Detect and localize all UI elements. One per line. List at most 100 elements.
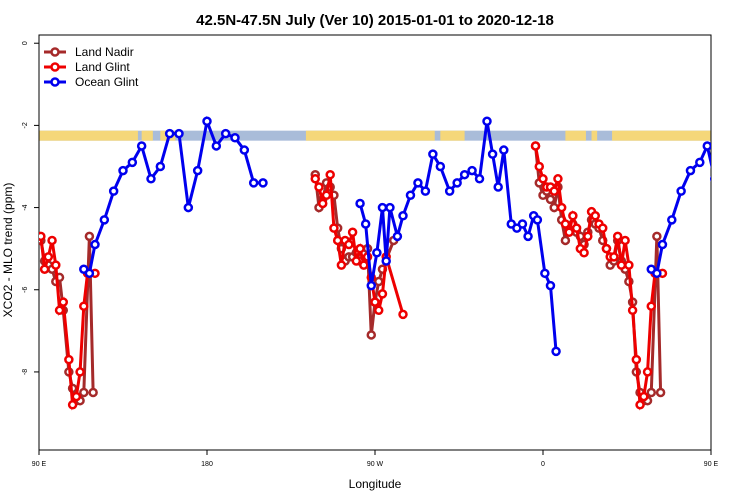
data-point	[601, 243, 612, 254]
data-point	[549, 202, 559, 213]
data-point	[551, 346, 561, 357]
legend-marker	[50, 77, 60, 87]
data-point	[590, 211, 601, 221]
x-axis-label: Longitude	[349, 477, 402, 491]
data-point	[420, 186, 431, 196]
data-point	[560, 219, 571, 229]
legend-marker	[50, 47, 60, 57]
data-point	[127, 157, 138, 168]
series-line	[82, 115, 263, 276]
data-point	[676, 186, 686, 196]
data-point	[620, 235, 630, 246]
data-point	[540, 268, 550, 279]
legend-label: Ocean Glint	[75, 75, 139, 89]
data-point	[84, 231, 95, 242]
y-axis-label: XCO2 - MLO trend (ppm)	[1, 183, 15, 318]
data-point	[655, 387, 666, 398]
data-point	[39, 264, 50, 274]
data-point	[709, 175, 711, 182]
data-point	[413, 178, 423, 188]
data-point	[174, 128, 184, 139]
data-point	[523, 231, 533, 242]
data-point	[351, 256, 362, 266]
data-point	[39, 231, 46, 242]
x-tick-label: 90 W	[367, 461, 384, 468]
data-point	[549, 186, 559, 196]
data-point	[702, 141, 711, 151]
data-point	[325, 169, 335, 180]
data-point	[164, 128, 175, 139]
data-point	[58, 297, 69, 307]
data-point	[332, 235, 343, 246]
data-point	[652, 268, 662, 279]
data-point	[51, 260, 61, 270]
y-tick-label: -6	[22, 287, 29, 293]
legend-marker	[50, 62, 60, 72]
data-point	[467, 165, 477, 176]
data-point	[310, 174, 321, 184]
data-point	[258, 178, 268, 188]
y-tick-label: -8	[22, 369, 29, 375]
data-point	[616, 260, 627, 270]
data-point	[146, 174, 156, 184]
data-point	[211, 141, 222, 151]
data-point	[631, 354, 642, 365]
series-layer	[39, 115, 711, 411]
data-point	[667, 215, 677, 225]
data-point	[428, 149, 438, 159]
data-point	[583, 231, 593, 242]
data-point	[444, 186, 455, 196]
chart-title: 42.5N-47.5N July (Ver 10) 2015-01-01 to …	[196, 12, 554, 29]
land-band	[440, 130, 465, 141]
data-point	[564, 227, 574, 237]
data-point	[71, 391, 82, 402]
data-point	[517, 219, 528, 229]
land-ocean-strip	[39, 130, 711, 141]
data-point	[108, 186, 119, 196]
land-band	[591, 130, 598, 141]
data-point	[79, 301, 89, 311]
data-point	[398, 309, 408, 320]
y-tick-label: -4	[22, 204, 29, 210]
data-point	[635, 400, 645, 410]
land-band	[39, 130, 138, 141]
data-point	[317, 198, 328, 209]
land-band	[305, 130, 435, 141]
data-point	[538, 174, 548, 184]
data-point	[344, 239, 354, 250]
data-point	[366, 280, 377, 291]
x-tick-label: 90 E	[32, 461, 47, 468]
data-point	[118, 165, 128, 176]
data-point	[88, 387, 98, 398]
data-point	[220, 128, 231, 139]
series-1	[39, 141, 668, 411]
data-point	[435, 161, 446, 172]
series-line	[650, 141, 711, 276]
legend-item: Land Nadir	[44, 45, 134, 59]
data-point	[54, 305, 65, 316]
data-point	[405, 190, 416, 200]
data-point	[553, 174, 563, 184]
data-point	[627, 305, 638, 316]
data-point	[90, 239, 100, 250]
data-point	[321, 190, 332, 200]
data-point	[657, 239, 668, 250]
data-point	[534, 161, 545, 172]
data-point	[392, 231, 403, 242]
data-point	[609, 252, 619, 262]
x-axis: 90 E 180 90 W 0 90 E	[32, 450, 719, 468]
data-point	[377, 289, 388, 299]
data-point	[347, 227, 358, 237]
x-tick-label: 180	[201, 461, 213, 468]
data-point	[43, 252, 54, 262]
data-point	[499, 145, 509, 155]
data-point	[452, 178, 462, 188]
y-tick-label: -2	[22, 122, 29, 128]
data-point	[136, 141, 147, 151]
data-point	[192, 165, 203, 176]
data-point	[183, 202, 194, 213]
data-point	[329, 223, 339, 233]
data-point	[612, 231, 623, 242]
data-point	[377, 202, 388, 213]
